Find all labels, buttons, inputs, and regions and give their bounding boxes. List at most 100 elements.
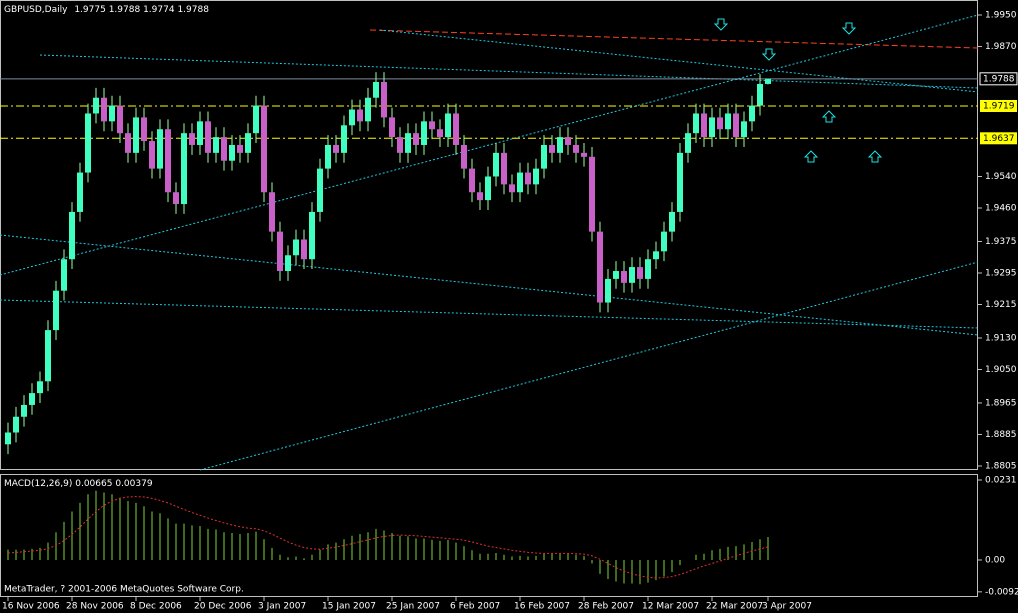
candle-body [397,137,403,153]
trend-line [0,14,979,276]
candle-body [405,133,411,153]
candle-body [509,184,515,193]
candle-body [717,117,723,130]
candle-body [245,133,251,153]
low: 1.9774 [143,5,175,15]
x-tick-label: 20 Dec 2006 [194,602,252,612]
y-tick-label: 1.9870 [985,42,1017,52]
y-tick-label: 1.9950 [985,11,1017,21]
macd-value: 0.00665 [75,479,112,489]
candle-body [349,109,355,126]
candle-body [741,121,747,138]
candle-body [485,176,491,201]
candle-body [557,137,563,153]
y-tick-label: 1.9375 [985,237,1017,247]
trend-line [379,29,979,93]
candle-body [661,231,667,252]
candle-body [197,121,203,145]
candle-body [53,290,59,331]
y-tick-label: 1.8885 [985,430,1017,440]
candle-body [237,144,243,153]
candle-body [21,404,27,417]
candle-body [45,330,51,382]
candle-body [469,168,475,193]
high: 1.9788 [109,5,141,15]
candle-body [581,152,587,157]
candle-body [437,129,443,138]
candle-body [333,144,339,153]
trend-line [0,299,979,329]
candle-body [525,172,531,185]
candle-body [341,125,347,153]
candle-body [173,192,179,205]
candle-body [765,78,771,84]
candle-body [429,121,435,130]
candle-body [85,113,91,173]
arrow-up [803,150,819,163]
x-tick-label: 16 Nov 2006 [2,602,60,612]
candle-body [61,259,67,291]
macd-title: MACD(12,26,9) [4,479,72,489]
candle-body [389,117,395,138]
candle-body [29,393,35,405]
macd-panel [0,474,978,597]
arrow-up [821,110,837,123]
signal-value: 0.00379 [115,479,152,489]
x-tick-label: 16 Feb 2007 [514,602,570,612]
y-tick-label: 1.9540 [985,172,1017,182]
level-label-box [980,132,1017,145]
candle-body [109,105,115,122]
arrow-down [761,48,777,61]
candle-body [637,267,643,279]
candle-body [421,121,427,145]
arrow-down [841,22,857,35]
level-label-box [980,99,1017,112]
x-tick-label: 8 Dec 2006 [130,602,182,612]
candle-body [413,133,419,145]
candle-body [453,113,459,145]
candle-body [229,144,235,161]
x-tick-label: 3 Jan 2007 [258,602,306,612]
candle-body [501,152,507,185]
close: 1.9788 [177,5,209,15]
candle-body [325,144,331,169]
y-tick-label: 1.9295 [985,268,1017,278]
candle-body [5,432,11,445]
price-label-box [979,72,1018,86]
candle-body [573,144,579,153]
candle-body [461,144,467,169]
candle-body [565,137,571,145]
candle-body [709,117,715,138]
trend-line [369,29,979,49]
candle-body [293,239,299,256]
candle-body [37,381,43,394]
candle-body [621,271,627,283]
candle-body [669,211,675,232]
candle-body [757,83,763,106]
candle-body [725,113,731,130]
copyright: MetaTrader, ? 2001-2006 MetaQuotes Softw… [4,585,244,595]
x-tick-label: 28 Nov 2006 [66,602,124,612]
candle-body [613,271,619,279]
trend-lines [0,14,979,471]
chart-header: GBPUSD,Daily 1.9775 1.9788 1.9774 1.9788 [4,5,209,15]
candle-body [101,97,107,122]
candle-body [733,113,739,138]
candle-body [685,133,691,153]
y-tick-label: 0.00 [985,555,1005,565]
x-tick-label: 25 Jan 2007 [386,602,440,612]
candle-body [205,121,211,153]
candle-body [597,231,603,303]
candle-body [69,211,75,260]
candle-body [693,113,699,134]
candle-body [629,267,635,283]
candle-body [301,239,307,260]
x-tick-label: 15 Jan 2007 [322,602,376,612]
candle-body [517,172,523,193]
candle-body [549,144,555,153]
candle-body [221,137,227,161]
candle-body [605,278,611,303]
candle-body [149,141,155,169]
y-tick-label: 1.8805 [985,461,1017,471]
